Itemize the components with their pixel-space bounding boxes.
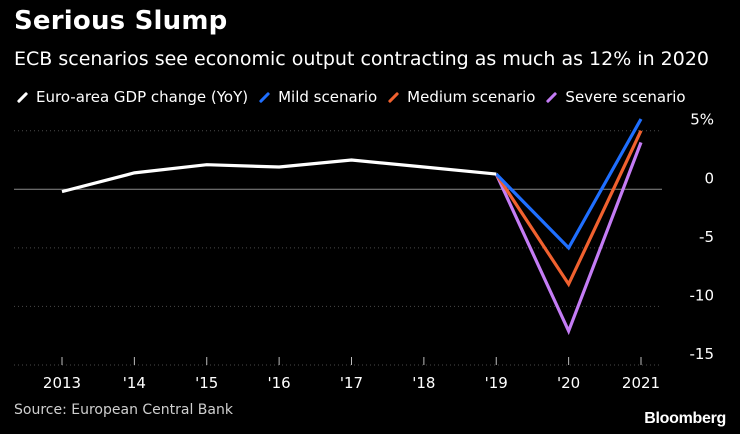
x-tick-label-0: 2013 [43, 374, 81, 392]
x-tick-label-5: '18 [412, 374, 435, 392]
series-line-2 [494, 130, 643, 288]
series-line-1 [495, 118, 643, 251]
x-tick-label-8: 2021 [622, 374, 660, 392]
x-tick-label-7: '20 [557, 374, 580, 392]
y-tick-label-0: 5% [690, 111, 714, 129]
x-tick-label-1: '14 [123, 374, 146, 392]
legend: Euro-area GDP change (YoY) Mild scenario… [16, 88, 696, 106]
x-tick-label-2: '15 [195, 374, 218, 392]
legend-item-mild: Mild scenario [258, 88, 377, 106]
y-tick-label-3: -10 [690, 286, 715, 304]
x-tick-label-3: '16 [268, 374, 291, 392]
legend-item-severe: Severe scenario [545, 88, 686, 106]
legend-item-gdp: Euro-area GDP change (YoY) [16, 88, 248, 106]
x-tick-label-6: '19 [485, 374, 508, 392]
legend-item-medium: Medium scenario [387, 88, 535, 106]
legend-label-medium: Medium scenario [407, 88, 536, 106]
legend-label-gdp: Euro-area GDP change (YoY) [36, 88, 249, 106]
x-tick-label-4: '17 [340, 374, 363, 392]
y-tick-label-1: 0 [704, 169, 714, 187]
y-tick-label-2: -5 [699, 228, 714, 246]
legend-label-severe: Severe scenario [565, 88, 686, 106]
legend-label-mild: Mild scenario [278, 88, 378, 106]
source-note: Source: European Central Bank [14, 402, 233, 418]
bloomberg-logo: Bloomberg [644, 410, 726, 427]
chart-title: Serious Slump [14, 6, 228, 36]
series-line-0 [61, 158, 497, 194]
y-tick-label-4: -15 [690, 345, 715, 363]
chart-subtitle: ECB scenarios see economic output contra… [14, 48, 710, 70]
series-line-3 [494, 141, 643, 336]
